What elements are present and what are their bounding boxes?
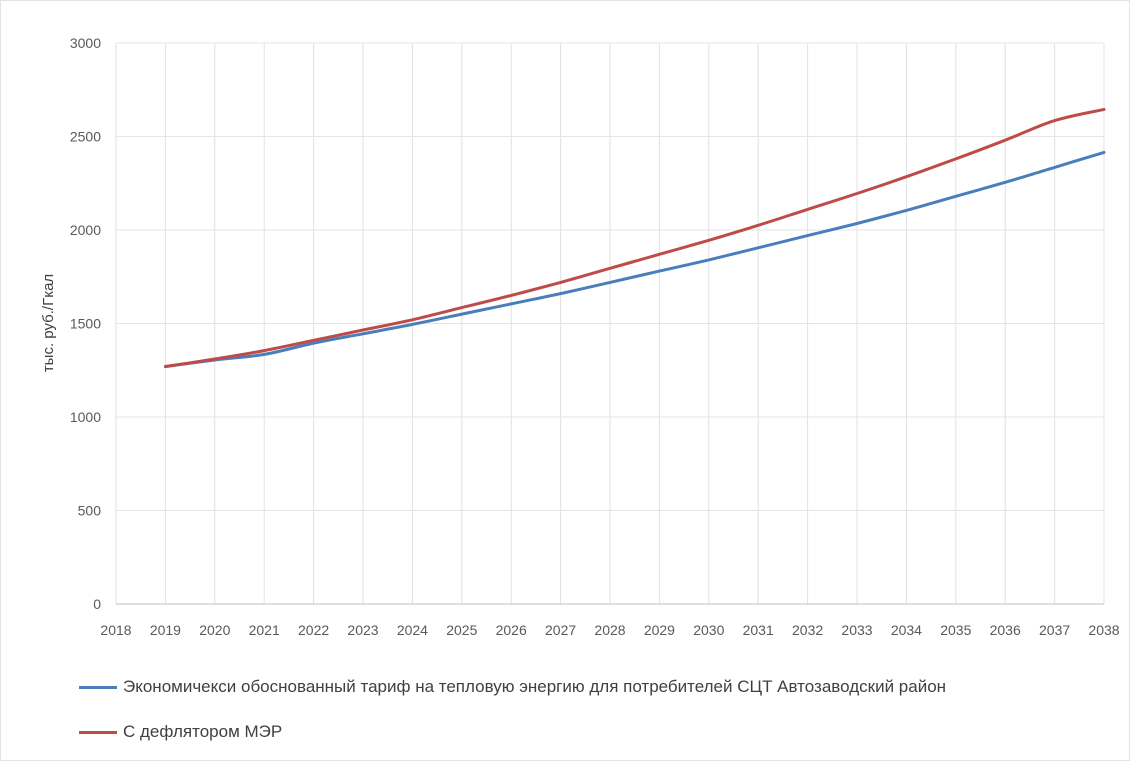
x-tick-label: 2018: [100, 622, 131, 638]
y-tick-label: 2000: [70, 222, 101, 238]
x-tick-label: 2025: [446, 622, 477, 638]
legend-swatch-red: [79, 730, 117, 734]
x-tick-label: 2029: [644, 622, 675, 638]
legend-swatch-blue: [79, 685, 117, 689]
y-tick-label: 3000: [70, 35, 101, 51]
x-tick-label: 2026: [496, 622, 527, 638]
series-line-deflator: [163, 107, 1106, 368]
y-tick-label: 0: [93, 596, 101, 612]
x-tick-label: 2037: [1039, 622, 1070, 638]
legend-label-deflator: С дефлятором МЭР: [123, 722, 283, 741]
legend-item-tariff: Экономичекси обоснованный тариф на тепло…: [79, 677, 946, 697]
x-tick-label: 2027: [545, 622, 576, 638]
x-tick-label: 2024: [397, 622, 428, 638]
x-tick-label: 2034: [891, 622, 922, 638]
x-tick-label: 2036: [990, 622, 1021, 638]
y-axis-title: тыс. руб./Гкал: [40, 274, 57, 372]
series-lines: [163, 107, 1106, 368]
x-tick-label: 2031: [743, 622, 774, 638]
x-tick-label: 2020: [199, 622, 230, 638]
x-tick-label: 2019: [150, 622, 181, 638]
y-tick-label: 1000: [70, 409, 101, 425]
x-tick-label: 2033: [841, 622, 872, 638]
x-tick-label: 2035: [940, 622, 971, 638]
y-tick-label: 2500: [70, 129, 101, 145]
x-tick-label: 2032: [792, 622, 823, 638]
series-line-tariff: [163, 150, 1106, 368]
legend-item-deflator: С дефлятором МЭР: [79, 722, 282, 742]
x-tick-label: 2023: [347, 622, 378, 638]
x-tick-label: 2038: [1088, 622, 1119, 638]
tick-labels: 0 500 1000 1500 2000 2500 3000 2018 2019 2020 2021…: [70, 35, 1120, 638]
y-tick-label: 1500: [70, 316, 101, 332]
legend-label-tariff: Экономичекси обоснованный тариф на тепло…: [123, 677, 947, 696]
x-tick-label: 2030: [693, 622, 724, 638]
x-tick-label: 2028: [594, 622, 625, 638]
x-tick-label: 2021: [249, 622, 280, 638]
grid-lines: [115, 42, 1105, 604]
y-tick-label: 500: [78, 503, 102, 519]
x-tick-label: 2022: [298, 622, 329, 638]
